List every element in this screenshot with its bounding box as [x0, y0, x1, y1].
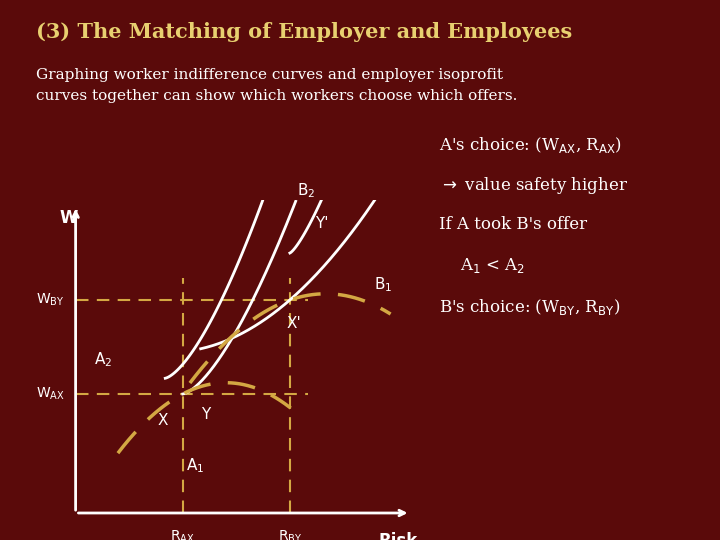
Text: curves together can show which workers choose which offers.: curves together can show which workers c… — [36, 89, 518, 103]
Text: Graphing worker indifference curves and employer isoprofit: Graphing worker indifference curves and … — [36, 68, 503, 82]
Text: W$_{\rm AX}$: W$_{\rm AX}$ — [36, 386, 65, 402]
Text: W$_{\rm BY}$: W$_{\rm BY}$ — [36, 292, 65, 308]
Text: A$_1$: A$_1$ — [186, 457, 204, 475]
Text: A$_2$: A$_2$ — [94, 350, 112, 369]
Text: W: W — [59, 209, 78, 227]
Text: Risk: Risk — [378, 532, 418, 540]
Text: Y: Y — [201, 407, 210, 422]
Text: R$_{\rm BY}$: R$_{\rm BY}$ — [278, 529, 302, 540]
Text: R$_{\rm AX}$: R$_{\rm AX}$ — [171, 529, 195, 540]
Text: (3) The Matching of Employer and Employees: (3) The Matching of Employer and Employe… — [36, 22, 572, 42]
Text: B$_2$: B$_2$ — [297, 181, 315, 200]
Text: X: X — [158, 413, 168, 428]
Text: B's choice: (W$_{\rm BY}$, R$_{\rm BY}$): B's choice: (W$_{\rm BY}$, R$_{\rm BY}$) — [439, 297, 621, 317]
Text: A$_1$ < A$_2$: A$_1$ < A$_2$ — [439, 256, 526, 275]
Text: If A took B's offer: If A took B's offer — [439, 216, 588, 233]
Text: B$_1$: B$_1$ — [374, 275, 392, 294]
Text: $\rightarrow$ value safety higher: $\rightarrow$ value safety higher — [439, 176, 629, 197]
Text: Y': Y' — [315, 216, 328, 231]
Text: X': X' — [287, 316, 301, 330]
Text: A's choice: (W$_{\rm AX}$, R$_{\rm AX}$): A's choice: (W$_{\rm AX}$, R$_{\rm AX}$) — [439, 135, 622, 155]
